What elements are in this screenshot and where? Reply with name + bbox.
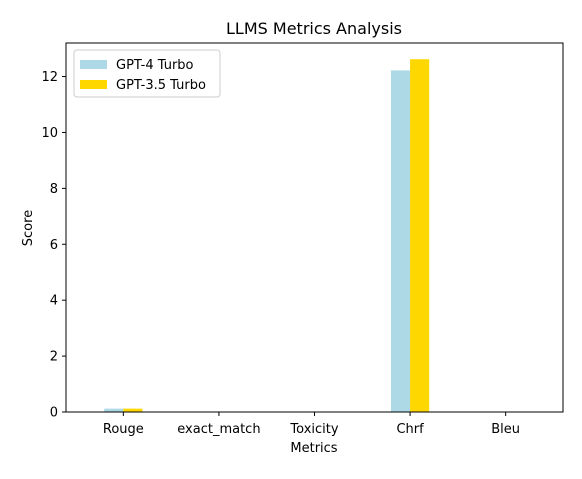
y-axis-label: Score <box>21 210 36 246</box>
plot-frame <box>65 42 564 413</box>
plot-area: Rouge exact_match Toxicity Chrf Bleu 0 2 4 6 8 10 1… <box>41 59 520 437</box>
legend-swatch <box>80 80 107 89</box>
x-tick-label: exact_match <box>177 422 260 437</box>
y-tick-label: 10 <box>41 126 58 141</box>
bar-gpt-3-5-turbo-chrf <box>410 59 430 413</box>
legend-frame <box>73 49 221 98</box>
chart-title: LLMS Metrics Analysis <box>226 19 402 38</box>
legend: GPT-4 Turbo GPT-3.5 Turbo <box>73 49 221 98</box>
bar-gpt-4-turbo-chrf <box>390 70 411 413</box>
y-tick-label: 6 <box>50 238 58 253</box>
y-tick-label: 0 <box>50 406 58 421</box>
y-tick-label: 2 <box>50 350 58 365</box>
y-tick-label: 8 <box>50 182 58 197</box>
x-axis-label: Metrics <box>290 441 337 456</box>
bar-gpt-3-5-turbo-rouge <box>123 408 143 412</box>
x-tick-label: Toxicity <box>289 422 338 437</box>
x-tick-label: Chrf <box>396 422 424 437</box>
x-tick-label: Rouge <box>103 422 144 437</box>
x-tick-label: Bleu <box>491 422 520 437</box>
bar-gpt-4-turbo-rouge <box>104 408 124 412</box>
legend-label: GPT-4 Turbo <box>116 58 194 73</box>
y-tick-label: 12 <box>41 70 58 85</box>
legend-label: GPT-3.5 Turbo <box>116 78 206 93</box>
legend-swatch <box>80 60 107 69</box>
y-tick-label: 4 <box>50 294 58 309</box>
